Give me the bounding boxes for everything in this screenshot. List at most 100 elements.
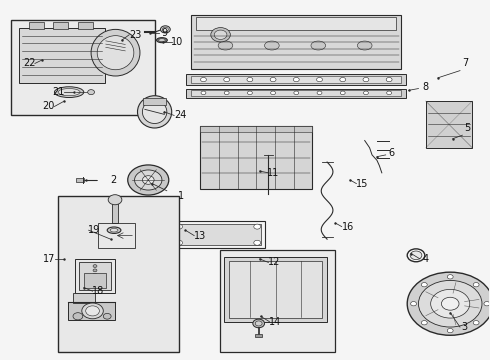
Circle shape — [410, 251, 422, 260]
Circle shape — [211, 28, 230, 42]
Circle shape — [93, 265, 97, 267]
Text: 24: 24 — [174, 111, 187, 121]
Circle shape — [214, 30, 227, 40]
Bar — [84, 273, 106, 288]
Circle shape — [128, 165, 169, 195]
Circle shape — [253, 319, 265, 328]
Bar — [191, 76, 401, 83]
Circle shape — [473, 283, 479, 287]
Ellipse shape — [54, 87, 84, 98]
Circle shape — [421, 321, 427, 325]
Ellipse shape — [159, 39, 165, 41]
Text: 1: 1 — [178, 191, 185, 201]
Ellipse shape — [91, 30, 140, 76]
Circle shape — [103, 314, 111, 319]
Ellipse shape — [58, 89, 80, 96]
Text: 4: 4 — [423, 254, 429, 264]
Circle shape — [135, 170, 162, 190]
Text: 9: 9 — [161, 28, 168, 38]
Bar — [200, 126, 313, 132]
Bar — [191, 15, 401, 69]
Ellipse shape — [157, 38, 167, 42]
Circle shape — [447, 275, 453, 279]
Bar — [19, 28, 105, 83]
Bar — [196, 17, 396, 30]
Circle shape — [484, 302, 490, 306]
Circle shape — [73, 313, 83, 320]
Circle shape — [201, 91, 206, 95]
Circle shape — [421, 283, 427, 287]
Circle shape — [247, 77, 253, 82]
Text: 17: 17 — [44, 254, 56, 264]
Circle shape — [255, 321, 262, 326]
Ellipse shape — [311, 41, 326, 50]
Circle shape — [340, 77, 345, 82]
Circle shape — [82, 303, 103, 319]
Circle shape — [386, 77, 392, 82]
Circle shape — [447, 328, 453, 333]
Bar — [175, 224, 261, 245]
Text: 8: 8 — [423, 82, 429, 92]
Text: 13: 13 — [194, 231, 206, 240]
Circle shape — [86, 306, 99, 316]
Bar — [75, 259, 115, 293]
Circle shape — [317, 77, 322, 82]
Text: 21: 21 — [52, 87, 65, 97]
Text: 18: 18 — [92, 286, 104, 296]
Bar — [11, 21, 155, 116]
Bar — [98, 223, 135, 248]
Circle shape — [294, 91, 299, 95]
Bar — [224, 257, 327, 321]
Text: 7: 7 — [462, 58, 468, 68]
Bar — [58, 196, 179, 352]
Circle shape — [363, 77, 369, 82]
Ellipse shape — [97, 36, 134, 70]
Circle shape — [407, 272, 490, 335]
Circle shape — [224, 91, 229, 95]
Text: 19: 19 — [88, 225, 100, 235]
Text: 14: 14 — [269, 317, 281, 327]
Circle shape — [254, 224, 261, 229]
Circle shape — [270, 91, 275, 95]
Ellipse shape — [138, 96, 172, 128]
Text: 11: 11 — [267, 168, 279, 178]
Circle shape — [441, 297, 459, 310]
Circle shape — [200, 77, 206, 82]
Text: 2: 2 — [110, 175, 116, 185]
Circle shape — [93, 273, 97, 276]
Circle shape — [387, 91, 392, 95]
Circle shape — [254, 240, 261, 245]
Circle shape — [247, 91, 252, 95]
Text: 6: 6 — [389, 148, 394, 158]
Circle shape — [317, 91, 322, 95]
Circle shape — [294, 77, 299, 82]
Circle shape — [224, 77, 230, 82]
Ellipse shape — [265, 41, 279, 50]
Bar — [112, 200, 118, 223]
Bar — [186, 74, 406, 85]
Circle shape — [93, 269, 97, 272]
Circle shape — [88, 90, 95, 95]
Bar — [255, 334, 262, 337]
Circle shape — [162, 27, 168, 32]
Text: 10: 10 — [172, 37, 184, 47]
Ellipse shape — [357, 41, 372, 50]
Bar — [426, 101, 472, 148]
Circle shape — [431, 289, 470, 318]
Circle shape — [411, 302, 416, 306]
Text: 5: 5 — [464, 123, 470, 133]
Text: 12: 12 — [268, 257, 280, 267]
Circle shape — [473, 321, 479, 325]
Bar — [191, 90, 401, 96]
Bar — [29, 22, 44, 29]
Bar — [220, 250, 335, 352]
Bar — [73, 293, 95, 303]
Circle shape — [175, 240, 182, 245]
Bar — [200, 126, 313, 189]
Bar — [76, 178, 84, 182]
Bar — [172, 221, 265, 248]
Circle shape — [364, 91, 368, 95]
Bar — [79, 262, 111, 290]
Circle shape — [160, 26, 170, 33]
Circle shape — [270, 77, 276, 82]
